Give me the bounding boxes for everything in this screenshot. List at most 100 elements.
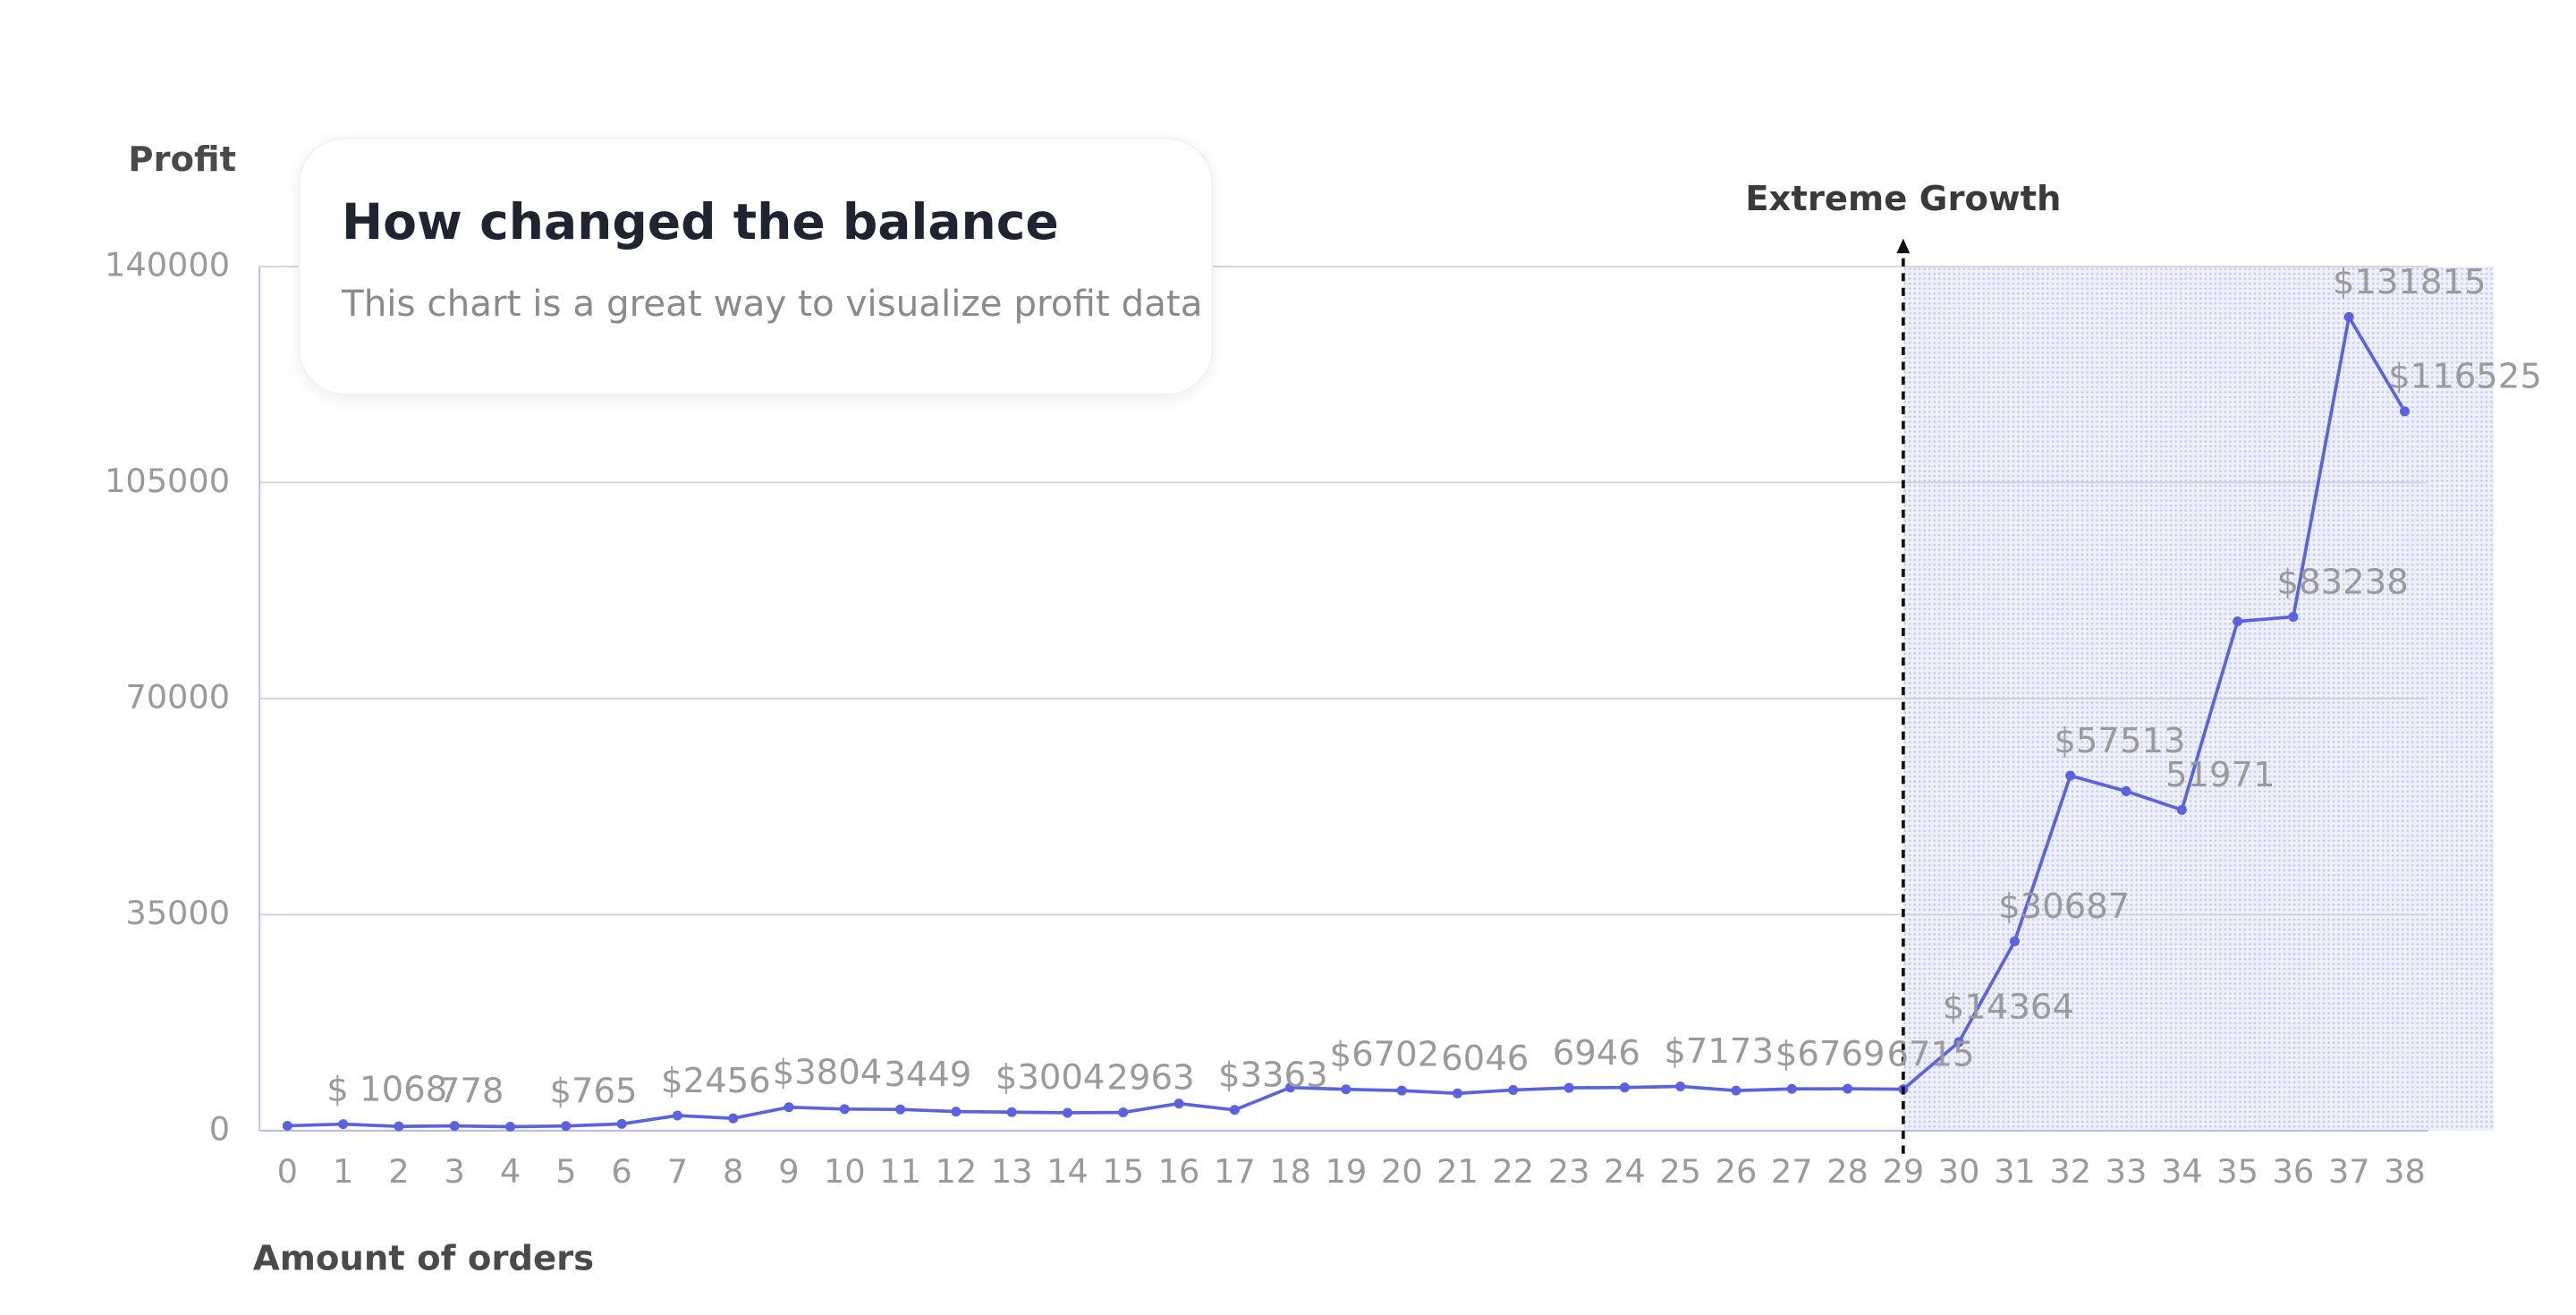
x-tick-label: 0	[277, 1152, 298, 1191]
card-background	[298, 137, 1214, 396]
x-tick-label: 29	[1882, 1152, 1924, 1191]
data-point	[2176, 804, 2187, 815]
x-tick-label: 30	[1938, 1152, 1980, 1191]
data-point	[338, 1119, 349, 1130]
x-tick-label: 8	[723, 1152, 743, 1191]
x-tick-label: 26	[1716, 1152, 1758, 1191]
value-label: $7173	[1664, 1031, 1774, 1072]
data-point	[2399, 406, 2411, 417]
data-point	[1675, 1081, 1686, 1091]
value-label: $3804	[773, 1052, 883, 1092]
data-point	[1731, 1085, 1741, 1096]
value-label: $30687	[1998, 887, 2130, 927]
data-point	[561, 1121, 572, 1132]
data-point	[839, 1104, 850, 1115]
value-label: $14364	[1943, 988, 2074, 1028]
value-label: 6946	[1553, 1033, 1640, 1073]
data-point	[951, 1107, 962, 1117]
data-point	[1285, 1082, 1296, 1093]
data-point	[728, 1113, 739, 1124]
data-point	[1619, 1082, 1630, 1093]
x-tick-label: 24	[1604, 1152, 1646, 1191]
x-tick-label: 12	[936, 1152, 978, 1191]
value-label: $765	[549, 1071, 637, 1111]
value-label: $2456	[661, 1061, 771, 1101]
x-tick-label: 7	[667, 1152, 688, 1191]
value-label: $3004	[996, 1057, 1106, 1098]
data-point	[1452, 1088, 1463, 1099]
x-tick-label: 9	[778, 1152, 799, 1191]
data-point	[282, 1120, 292, 1131]
x-tick-label: 15	[1102, 1152, 1144, 1191]
x-tick-label: 4	[500, 1152, 521, 1191]
value-label: $6769	[1775, 1034, 1885, 1074]
x-tick-label: 22	[1492, 1152, 1534, 1191]
data-point	[1062, 1107, 1072, 1118]
data-point	[1396, 1085, 1407, 1096]
value-label: 51971	[2165, 755, 2275, 795]
y-tick-label: 140000	[105, 245, 230, 284]
x-tick-label: 11	[879, 1152, 921, 1191]
x-tick-label: 38	[2384, 1152, 2426, 1191]
x-tick-label: 37	[2328, 1152, 2370, 1191]
value-label: 778	[438, 1071, 504, 1111]
value-label: 2963	[1106, 1057, 1194, 1098]
x-tick-label: 20	[1381, 1152, 1423, 1191]
x-tick-label: 13	[991, 1152, 1033, 1191]
x-tick-label: 14	[1046, 1152, 1089, 1191]
marks	[282, 311, 2411, 1133]
x-tick-label: 36	[2273, 1152, 2315, 1191]
info-card: How changed the balance This chart is a …	[298, 137, 1214, 396]
data-point	[1843, 1083, 1853, 1094]
x-tick-label: 6	[611, 1152, 631, 1191]
x-tick-label: 5	[555, 1152, 576, 1191]
x-tick-label: 25	[1659, 1152, 1701, 1191]
value-label: $ 1068	[326, 1069, 447, 1109]
y-tick-label: 105000	[105, 462, 230, 500]
data-point	[2288, 612, 2299, 623]
value-label: 3449	[884, 1055, 971, 1095]
x-tick-label: 17	[1214, 1152, 1256, 1191]
x-tick-label: 19	[1326, 1152, 1368, 1191]
y-tick-label: 70000	[125, 677, 230, 716]
x-tick-label: 21	[1436, 1152, 1479, 1191]
x-tick-label: 34	[2161, 1152, 2203, 1191]
data-point	[672, 1110, 682, 1121]
x-tick-label: 28	[1826, 1152, 1868, 1191]
data-point	[2343, 311, 2354, 322]
data-point	[1118, 1107, 1129, 1118]
x-tick-label: 1	[333, 1152, 353, 1191]
x-tick-label: 3	[445, 1152, 465, 1191]
y-tick-label: 0	[209, 1109, 230, 1148]
value-label: $3363	[1218, 1056, 1328, 1096]
x-tick-label: 2	[388, 1152, 409, 1191]
annotation-label: Extreme Growth	[1745, 179, 2061, 219]
data-point	[1229, 1105, 1240, 1116]
x-tick-label: 35	[2216, 1152, 2258, 1191]
x-tick-label: 16	[1158, 1152, 1200, 1191]
data-point	[2009, 936, 2020, 946]
data-point	[895, 1104, 906, 1115]
data-point	[1174, 1099, 1184, 1109]
data-point	[1508, 1084, 1519, 1095]
data-point	[1563, 1082, 1574, 1093]
value-label: 6046	[1441, 1039, 1529, 1079]
data-point	[616, 1118, 627, 1129]
data-point	[2065, 770, 2076, 781]
data-point	[394, 1121, 404, 1132]
data-point	[2233, 616, 2243, 627]
data-point	[1953, 1037, 1964, 1048]
value-label: $57513	[2054, 721, 2185, 761]
value-label: $83238	[2277, 562, 2409, 602]
data-point	[784, 1102, 794, 1113]
x-tick-label: 18	[1269, 1152, 1311, 1191]
data-point	[505, 1121, 516, 1133]
x-axis-title: Amount of orders	[253, 1239, 594, 1279]
chart-title: How changed the balance	[342, 193, 1059, 250]
data-point	[449, 1121, 460, 1132]
grid	[258, 265, 2428, 1132]
x-tick-label: 32	[2049, 1152, 2091, 1191]
